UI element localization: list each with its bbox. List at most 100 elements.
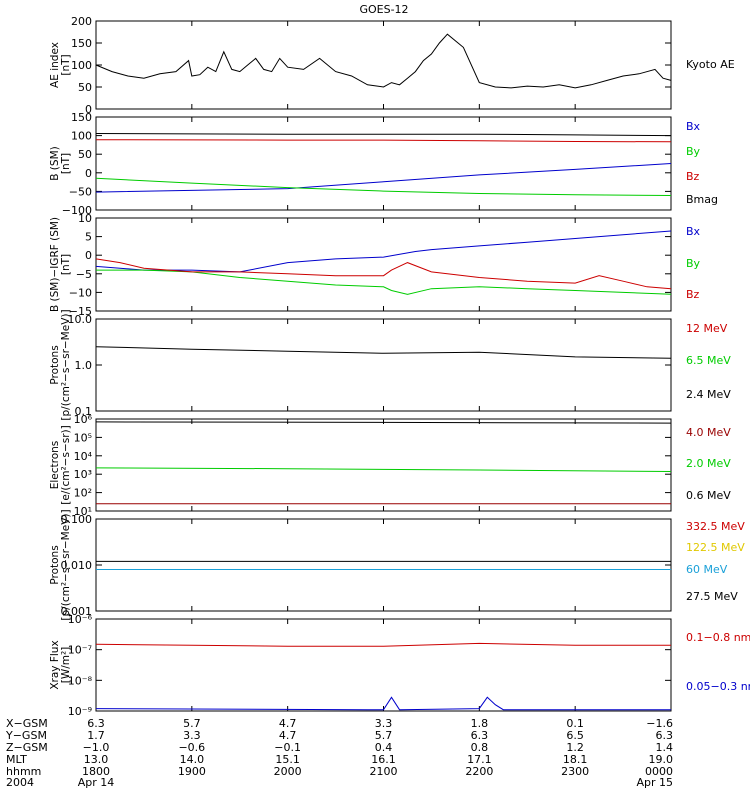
y-tick-label: 50: [78, 81, 92, 94]
table-cell: 1.2: [566, 741, 584, 754]
table-cell: 14.0: [180, 753, 205, 766]
legend-4-0-mev: 4.0 MeV: [686, 426, 731, 439]
legend-bz: Bz: [686, 288, 700, 301]
y-tick-label: 0.010: [61, 559, 93, 572]
legend-122-5-mev: 122.5 MeV: [686, 541, 745, 554]
series-line-by: [95, 177, 672, 196]
y-tick-label: 10⁵: [74, 431, 92, 444]
legend-by: By: [686, 145, 701, 158]
table-cell: 1.7: [87, 729, 105, 742]
panel-frame: [95, 20, 672, 110]
panel-xray-flux-w-m: 10⁻⁶ 10⁻⁷ 10⁻⁸ 10⁻⁹ Xray Flux[W/m²] 0.1−0.8 n…: [49, 613, 750, 718]
y-tick-label: 10²: [74, 487, 92, 500]
series-line-bz: [95, 258, 672, 290]
series-line-0-6-mev: [95, 421, 672, 424]
legend-27-5-mev: 27.5 MeV: [686, 590, 738, 603]
legend-bx: Bx: [686, 225, 701, 238]
y-tick-label: −15: [69, 305, 92, 318]
y-tick-label: 150: [71, 111, 92, 124]
table-cell: 2100: [370, 765, 398, 778]
table-cell: 6.3: [87, 717, 105, 730]
series-line-bz: [95, 139, 672, 143]
legend-bz: Bz: [686, 170, 700, 183]
table-cell: 1.8: [471, 717, 489, 730]
series-line-2-0-mev: [95, 467, 672, 472]
y-tick-label: 10⁻⁷: [68, 644, 92, 657]
panel-b-sm-igrf-sm-nt: 10 5 0 −5 −10 −15B (SM)−IGRF (SM)[nT] Bx By Bz: [49, 212, 701, 318]
panel-protons-p-cm-s-sr-mev: 0.100 0.010 0.001Protons[p/(cm²−s−sr−MeV)]…: [49, 509, 745, 620]
table-cell: Apr 14: [78, 776, 115, 789]
y-tick-label: 10.0: [68, 313, 93, 326]
table-row-label: Y−GSM: [5, 729, 47, 742]
table-cell: 4.7: [279, 729, 297, 742]
y-axis-label: Protons[p/(cm²−s−sr−MeV)]: [49, 509, 72, 620]
table-cell: 3.3: [375, 717, 393, 730]
panel-frame: [95, 217, 672, 312]
legend-kyoto-ae: Kyoto AE: [686, 58, 735, 71]
table-cell: −1.6: [646, 717, 673, 730]
series-line-0-05-0-3-nm: [95, 696, 671, 711]
table-cell: 0.4: [375, 741, 393, 754]
table-cell: 6.5: [566, 729, 584, 742]
y-tick-label: −5: [76, 268, 92, 281]
table-cell: Apr 15: [636, 776, 673, 789]
table-row-label: Z−GSM: [6, 741, 48, 754]
table-cell: 19.0: [649, 753, 674, 766]
table-cell: −0.1: [274, 741, 301, 754]
y-tick-label: 10⁴: [74, 450, 93, 463]
table-cell: 2000: [274, 765, 302, 778]
y-tick-label: 10⁶: [74, 413, 93, 426]
y-tick-label: 0.100: [61, 513, 93, 526]
y-tick-label: 10³: [74, 468, 92, 481]
table-cell: 13.0: [84, 753, 109, 766]
panel-frame: [95, 518, 672, 612]
y-tick-label: 1.0: [75, 359, 93, 372]
table-row-label: MLT: [6, 753, 27, 766]
y-tick-label: 100: [71, 130, 92, 143]
table-row-label: X−GSM: [6, 717, 48, 730]
panel-electrons-e-cm-s-sr: 10⁶ 10⁵ 10⁴ 10³ 10² 10¹Electrons[e/(cm²−s−sr)…: [49, 413, 731, 518]
table-cell: 0.1: [566, 717, 584, 730]
legend-2-0-mev: 2.0 MeV: [686, 457, 731, 470]
y-tick-label: −50: [69, 185, 92, 198]
panel-frame: [95, 618, 672, 712]
table-cell: 6.3: [656, 729, 674, 742]
y-axis-label: B (SM)[nT]: [49, 146, 72, 180]
y-axis-label: B (SM)−IGRF (SM)[nT]: [49, 217, 72, 312]
panel-frame: [95, 116, 672, 211]
legend-bx: Bx: [686, 120, 701, 133]
table-cell: 1900: [178, 765, 206, 778]
panel-frame: [95, 318, 672, 412]
table-cell: 0000: [645, 765, 673, 778]
table-cell: 5.7: [183, 717, 201, 730]
table-cell: −1.0: [83, 741, 110, 754]
y-tick-label: 150: [71, 37, 92, 50]
table-cell: 2200: [465, 765, 493, 778]
table-cell: 0.8: [471, 741, 489, 754]
y-tick-label: 10⁻⁸: [68, 674, 93, 687]
table-row-label: hhmm: [6, 765, 41, 778]
y-tick-label: 10: [78, 212, 92, 225]
legend-0-1-0-8-nm: 0.1−0.8 nm: [686, 631, 750, 644]
table-cell: 2300: [561, 765, 589, 778]
table-cell: 3.3: [183, 729, 201, 742]
legend-0-05-0-3-nm: 0.05−0.3 nm: [686, 680, 750, 693]
y-tick-label: −100: [62, 204, 92, 217]
table-cell: 5.7: [375, 729, 393, 742]
y-tick-label: 0: [85, 103, 92, 116]
y-axis-label: AE index[nT]: [49, 42, 72, 88]
table-cell: 17.1: [467, 753, 492, 766]
series-line-bx: [95, 230, 672, 273]
table-cell: 1.4: [656, 741, 674, 754]
legend-12-mev: 12 MeV: [686, 322, 728, 335]
table-cell: 1800: [82, 765, 110, 778]
y-tick-label: 10⁻⁶: [68, 613, 93, 626]
y-tick-label: −10: [69, 286, 92, 299]
y-tick-label: 100: [71, 59, 92, 72]
y-tick-label: 50: [78, 148, 92, 161]
legend-60-mev: 60 MeV: [686, 563, 728, 576]
panel-b-sm-nt: 150 100 50 0 −50 −100 B (SM)[nT] Bx By Bz Bmag: [49, 111, 718, 217]
legend-bmag: Bmag: [686, 193, 718, 206]
y-tick-label: 0: [85, 249, 92, 262]
